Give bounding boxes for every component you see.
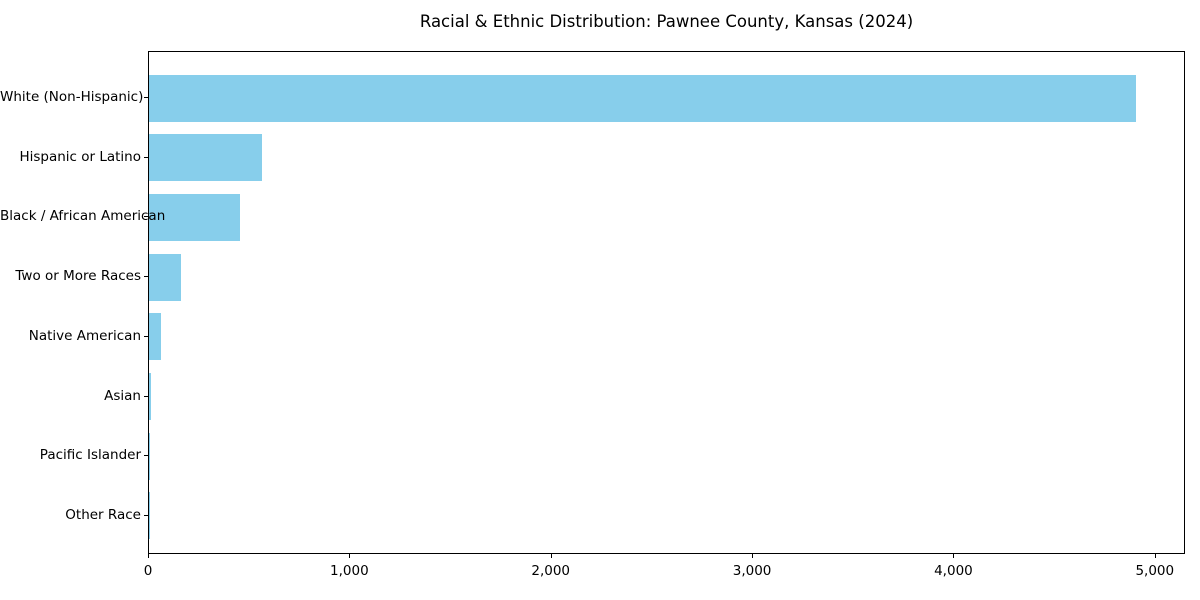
- bar-hispanic-or-latino: [149, 134, 262, 182]
- bar-white-non-hispanic: [149, 74, 1136, 122]
- x-tick-mark: [1154, 554, 1156, 558]
- y-category-label: Two or More Races: [15, 268, 141, 285]
- x-tick-label: 5,000: [1135, 563, 1175, 579]
- bar-native-american: [149, 313, 162, 361]
- x-tick-mark: [550, 554, 552, 558]
- x-tick-mark: [349, 554, 351, 558]
- y-category-label: Asian: [104, 387, 141, 404]
- y-category-label: Hispanic or Latino: [19, 148, 141, 165]
- y-tick-mark: [144, 97, 148, 98]
- chart-title: Racial & Ethnic Distribution: Pawnee Cou…: [419, 12, 914, 31]
- y-tick-mark: [144, 276, 148, 278]
- x-tick-label: 1,000: [330, 563, 369, 579]
- bar-other-race: [149, 492, 150, 540]
- x-tick-label: 3,000: [732, 563, 772, 579]
- y-tick-mark: [144, 335, 148, 337]
- x-tick-mark: [752, 554, 754, 558]
- y-category-label: Black / African American: [0, 208, 166, 225]
- x-tick-label: 0: [143, 563, 153, 579]
- y-tick-mark: [144, 216, 148, 218]
- x-tick-label: 2,000: [531, 563, 571, 579]
- y-category-label: Other Race: [65, 506, 141, 523]
- bar-pacific-islander: [149, 432, 150, 480]
- y-tick-mark: [144, 395, 148, 397]
- bar-black-african-american: [149, 193, 240, 241]
- y-category-label: White (Non-Hispanic): [0, 89, 144, 105]
- y-category-label: Pacific Islander: [39, 447, 141, 464]
- bar-asian: [149, 373, 151, 420]
- plot-area: [148, 51, 1185, 554]
- x-tick-label: 4,000: [934, 563, 973, 579]
- y-tick-mark: [144, 455, 148, 457]
- x-tick-mark: [148, 554, 149, 558]
- x-tick-mark: [953, 554, 955, 558]
- y-tick-mark: [144, 156, 148, 158]
- y-tick-mark: [144, 514, 148, 516]
- bar-two-or-more-races: [149, 253, 182, 301]
- y-category-label: Native American: [28, 327, 141, 344]
